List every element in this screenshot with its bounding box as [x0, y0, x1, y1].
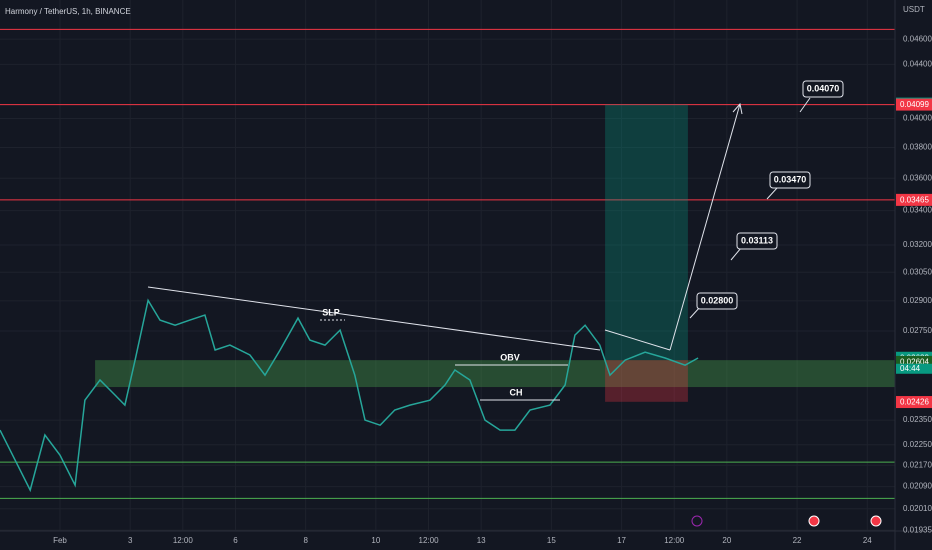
y-tick-label: 0.02750	[903, 326, 932, 335]
callout-leader	[799, 97, 811, 113]
x-tick-label: 24	[863, 536, 872, 545]
event-icon[interactable]	[808, 515, 820, 527]
target-arrow	[669, 103, 741, 351]
grid	[0, 0, 895, 531]
callout-leader	[730, 247, 742, 261]
y-tick-label: 0.02010	[903, 504, 932, 513]
y-tick-label: 0.02250	[903, 440, 932, 449]
callout-box	[802, 80, 844, 98]
position-stop	[605, 360, 688, 402]
x-tick-label: 13	[477, 536, 486, 545]
x-tick-label: 3	[128, 536, 133, 545]
demand-zone	[95, 360, 895, 388]
price-tag	[896, 193, 932, 206]
price-tag-label: 0.03465	[900, 195, 929, 204]
x-tick-label: 6	[233, 536, 238, 545]
y-tick-label: 0.03050	[903, 267, 932, 276]
callout-label: 0.03470	[774, 174, 807, 184]
callout-leader	[766, 187, 778, 200]
slp-label: SLP	[322, 307, 340, 317]
zones	[0, 28, 895, 499]
x-tick-label: Feb	[53, 536, 67, 545]
y-tick-label: 0.03600	[903, 173, 932, 182]
currency-label: USDT	[903, 5, 925, 14]
price-tag	[896, 98, 932, 111]
price-line	[0, 298, 699, 493]
wedge-line	[604, 329, 671, 351]
event-icon[interactable]	[691, 515, 703, 527]
y-tick-label: 0.02090	[903, 482, 932, 491]
y-tick-label: 0.01935	[903, 525, 932, 534]
axis-labels: 0.04600 0.04400 0.04000 0.03800 0.03600 0.034…	[53, 34, 932, 545]
y-tick-label: 0.04000	[903, 114, 932, 123]
x-tick-label: 12:00	[173, 536, 194, 545]
x-tick-label: 12:00	[419, 536, 440, 545]
callout-box	[696, 292, 738, 310]
price-tag-label: 0.02426	[900, 398, 929, 407]
x-tick-label: 22	[793, 536, 802, 545]
position-target	[605, 104, 688, 361]
callout-label: 0.04070	[807, 83, 840, 93]
x-tick-label: 12:00	[664, 536, 685, 545]
x-tick-label: 15	[547, 536, 556, 545]
countdown-tag	[896, 363, 932, 374]
callout-label: 0.02800	[701, 295, 734, 305]
price-tag-label: 0.04099	[900, 100, 929, 109]
y-tick-label: 0.03400	[903, 206, 932, 215]
ch-label: CH	[510, 387, 523, 397]
callout-box	[736, 232, 778, 250]
y-tick-label: 0.04400	[903, 59, 932, 68]
arrow-head	[732, 102, 743, 115]
symbol-title: Harmony / TetherUS, 1h, BINANCE	[5, 7, 131, 16]
trend-line	[147, 286, 601, 351]
x-tick-label: 20	[722, 536, 731, 545]
y-tick-label: 0.02170	[903, 460, 932, 469]
countdown: 04:44	[900, 364, 921, 373]
y-tick-label: 0.02900	[903, 296, 932, 305]
plot	[0, 298, 699, 493]
y-tick-label: 0.03200	[903, 240, 932, 249]
obv-label: OBV	[500, 352, 520, 362]
event-icon[interactable]	[870, 515, 882, 527]
callout-box	[769, 171, 811, 189]
price-tag-label: 0.02604	[900, 357, 929, 366]
x-tick-label: 8	[303, 536, 308, 545]
x-tick-label: 17	[617, 536, 626, 545]
x-tick-label: 10	[371, 536, 380, 545]
y-tick-label: 0.02350	[903, 415, 932, 424]
y-tick-label: 0.04600	[903, 34, 932, 43]
price-tag	[896, 396, 932, 409]
y-tick-label: 0.03800	[903, 143, 932, 152]
callout-label: 0.03113	[741, 235, 773, 245]
